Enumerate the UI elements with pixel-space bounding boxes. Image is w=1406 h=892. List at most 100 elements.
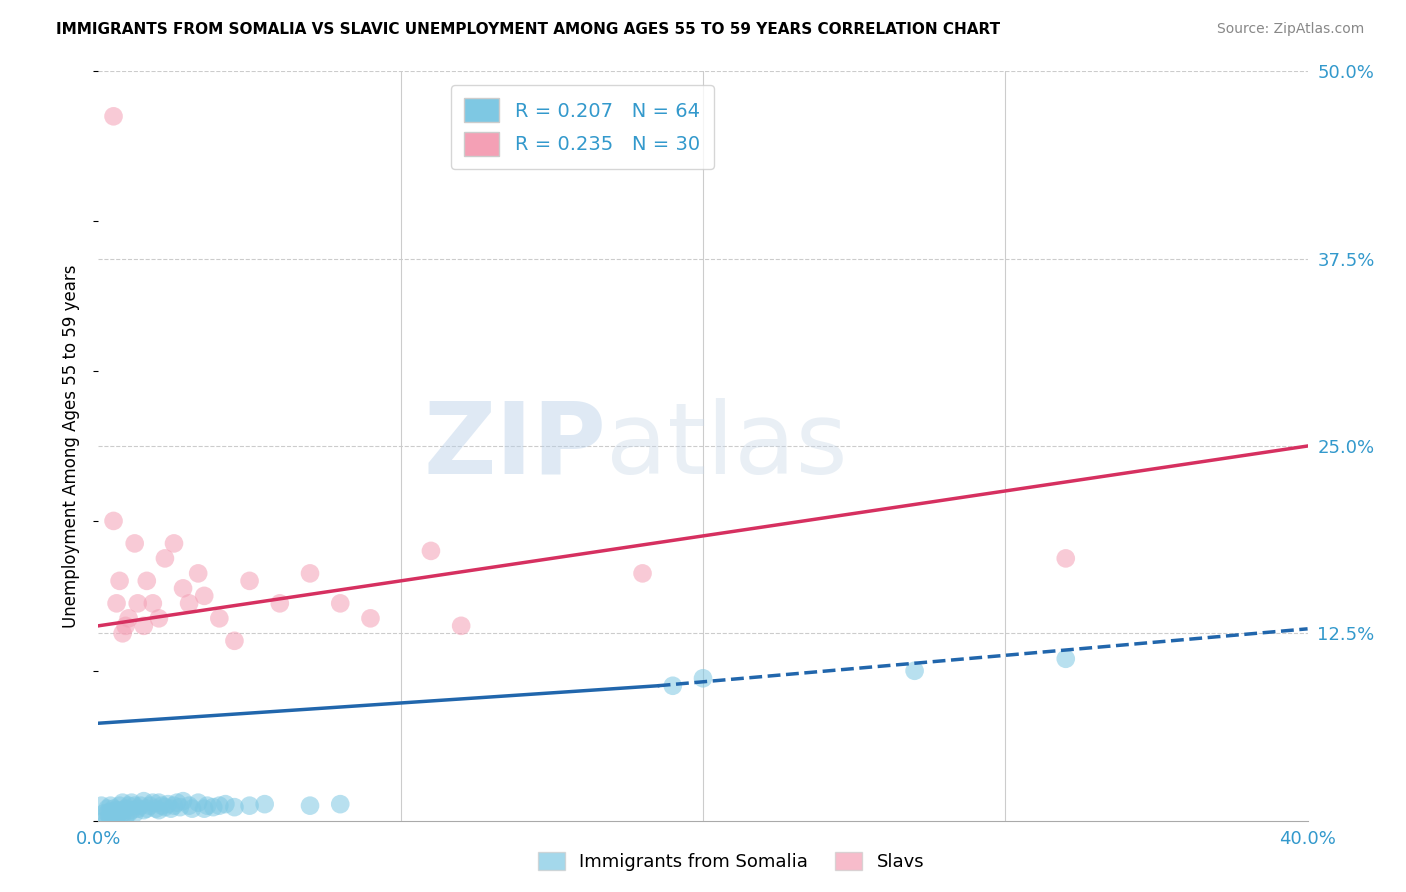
Point — [142, 796, 165, 810]
Text: ZIP: ZIP — [423, 398, 606, 494]
Point — [145, 802, 167, 816]
Point — [1054, 652, 1077, 666]
Point — [172, 794, 194, 808]
Point — [96, 806, 118, 821]
Point — [105, 809, 128, 823]
Point — [124, 806, 146, 821]
Point — [148, 803, 170, 817]
Point — [108, 806, 131, 821]
Point — [100, 809, 122, 823]
Point — [114, 802, 136, 816]
Point — [160, 802, 183, 816]
Point — [121, 803, 143, 817]
Point — [103, 109, 125, 123]
Point — [100, 814, 122, 828]
Point — [224, 800, 246, 814]
Point — [148, 796, 170, 810]
Point — [139, 798, 162, 813]
Point — [103, 802, 125, 816]
Point — [179, 798, 201, 813]
Point — [124, 536, 146, 550]
Point — [114, 619, 136, 633]
Text: IMMIGRANTS FROM SOMALIA VS SLAVIC UNEMPLOYMENT AMONG AGES 55 TO 59 YEARS CORRELA: IMMIGRANTS FROM SOMALIA VS SLAVIC UNEMPL… — [56, 22, 1000, 37]
Point — [329, 797, 352, 812]
Point — [111, 803, 134, 817]
Point — [692, 671, 714, 685]
Point — [108, 811, 131, 825]
Point — [135, 574, 157, 588]
Text: Source: ZipAtlas.com: Source: ZipAtlas.com — [1216, 22, 1364, 37]
Point — [156, 797, 179, 812]
Point — [100, 805, 122, 819]
Point — [93, 806, 115, 821]
Point — [118, 798, 141, 813]
Point — [163, 536, 186, 550]
Point — [153, 551, 176, 566]
Point — [1054, 551, 1077, 566]
Point — [224, 633, 246, 648]
Point — [239, 798, 262, 813]
Point — [253, 797, 276, 812]
Point — [661, 679, 683, 693]
Point — [111, 796, 134, 810]
Point — [108, 798, 131, 813]
Point — [100, 798, 122, 813]
Point — [214, 797, 236, 812]
Point — [187, 566, 209, 581]
Point — [169, 800, 191, 814]
Point — [208, 798, 231, 813]
Legend: Immigrants from Somalia, Slavs: Immigrants from Somalia, Slavs — [530, 845, 932, 879]
Point — [121, 796, 143, 810]
Point — [111, 626, 134, 640]
Point — [96, 802, 118, 816]
Point — [105, 596, 128, 610]
Point — [105, 803, 128, 817]
Point — [127, 596, 149, 610]
Point — [132, 619, 155, 633]
Point — [179, 596, 201, 610]
Point — [114, 809, 136, 823]
Point — [181, 802, 204, 816]
Point — [148, 611, 170, 625]
Point — [103, 514, 125, 528]
Point — [360, 611, 382, 625]
Point — [103, 811, 125, 825]
Point — [118, 611, 141, 625]
Point — [142, 596, 165, 610]
Point — [299, 798, 322, 813]
Point — [269, 596, 291, 610]
Point — [202, 800, 225, 814]
Point — [124, 798, 146, 813]
Point — [195, 798, 218, 813]
Point — [108, 574, 131, 588]
Point — [118, 806, 141, 821]
Point — [172, 582, 194, 596]
Point — [193, 589, 215, 603]
Point — [187, 796, 209, 810]
Point — [153, 800, 176, 814]
Legend: R = 0.207   N = 64, R = 0.235   N = 30: R = 0.207 N = 64, R = 0.235 N = 30 — [451, 85, 713, 169]
Point — [193, 802, 215, 816]
Point — [166, 796, 188, 810]
Point — [127, 802, 149, 816]
Point — [631, 566, 654, 581]
Point — [132, 794, 155, 808]
Point — [163, 798, 186, 813]
Point — [90, 798, 112, 813]
Point — [96, 814, 118, 828]
Point — [93, 814, 115, 828]
Point — [103, 806, 125, 821]
Point — [904, 664, 927, 678]
Point — [239, 574, 262, 588]
Point — [450, 619, 472, 633]
Point — [299, 566, 322, 581]
Point — [111, 807, 134, 822]
Point — [135, 802, 157, 816]
Point — [329, 596, 352, 610]
Point — [129, 798, 152, 813]
Point — [150, 798, 173, 813]
Y-axis label: Unemployment Among Ages 55 to 59 years: Unemployment Among Ages 55 to 59 years — [62, 264, 80, 628]
Point — [420, 544, 443, 558]
Point — [208, 611, 231, 625]
Point — [132, 803, 155, 817]
